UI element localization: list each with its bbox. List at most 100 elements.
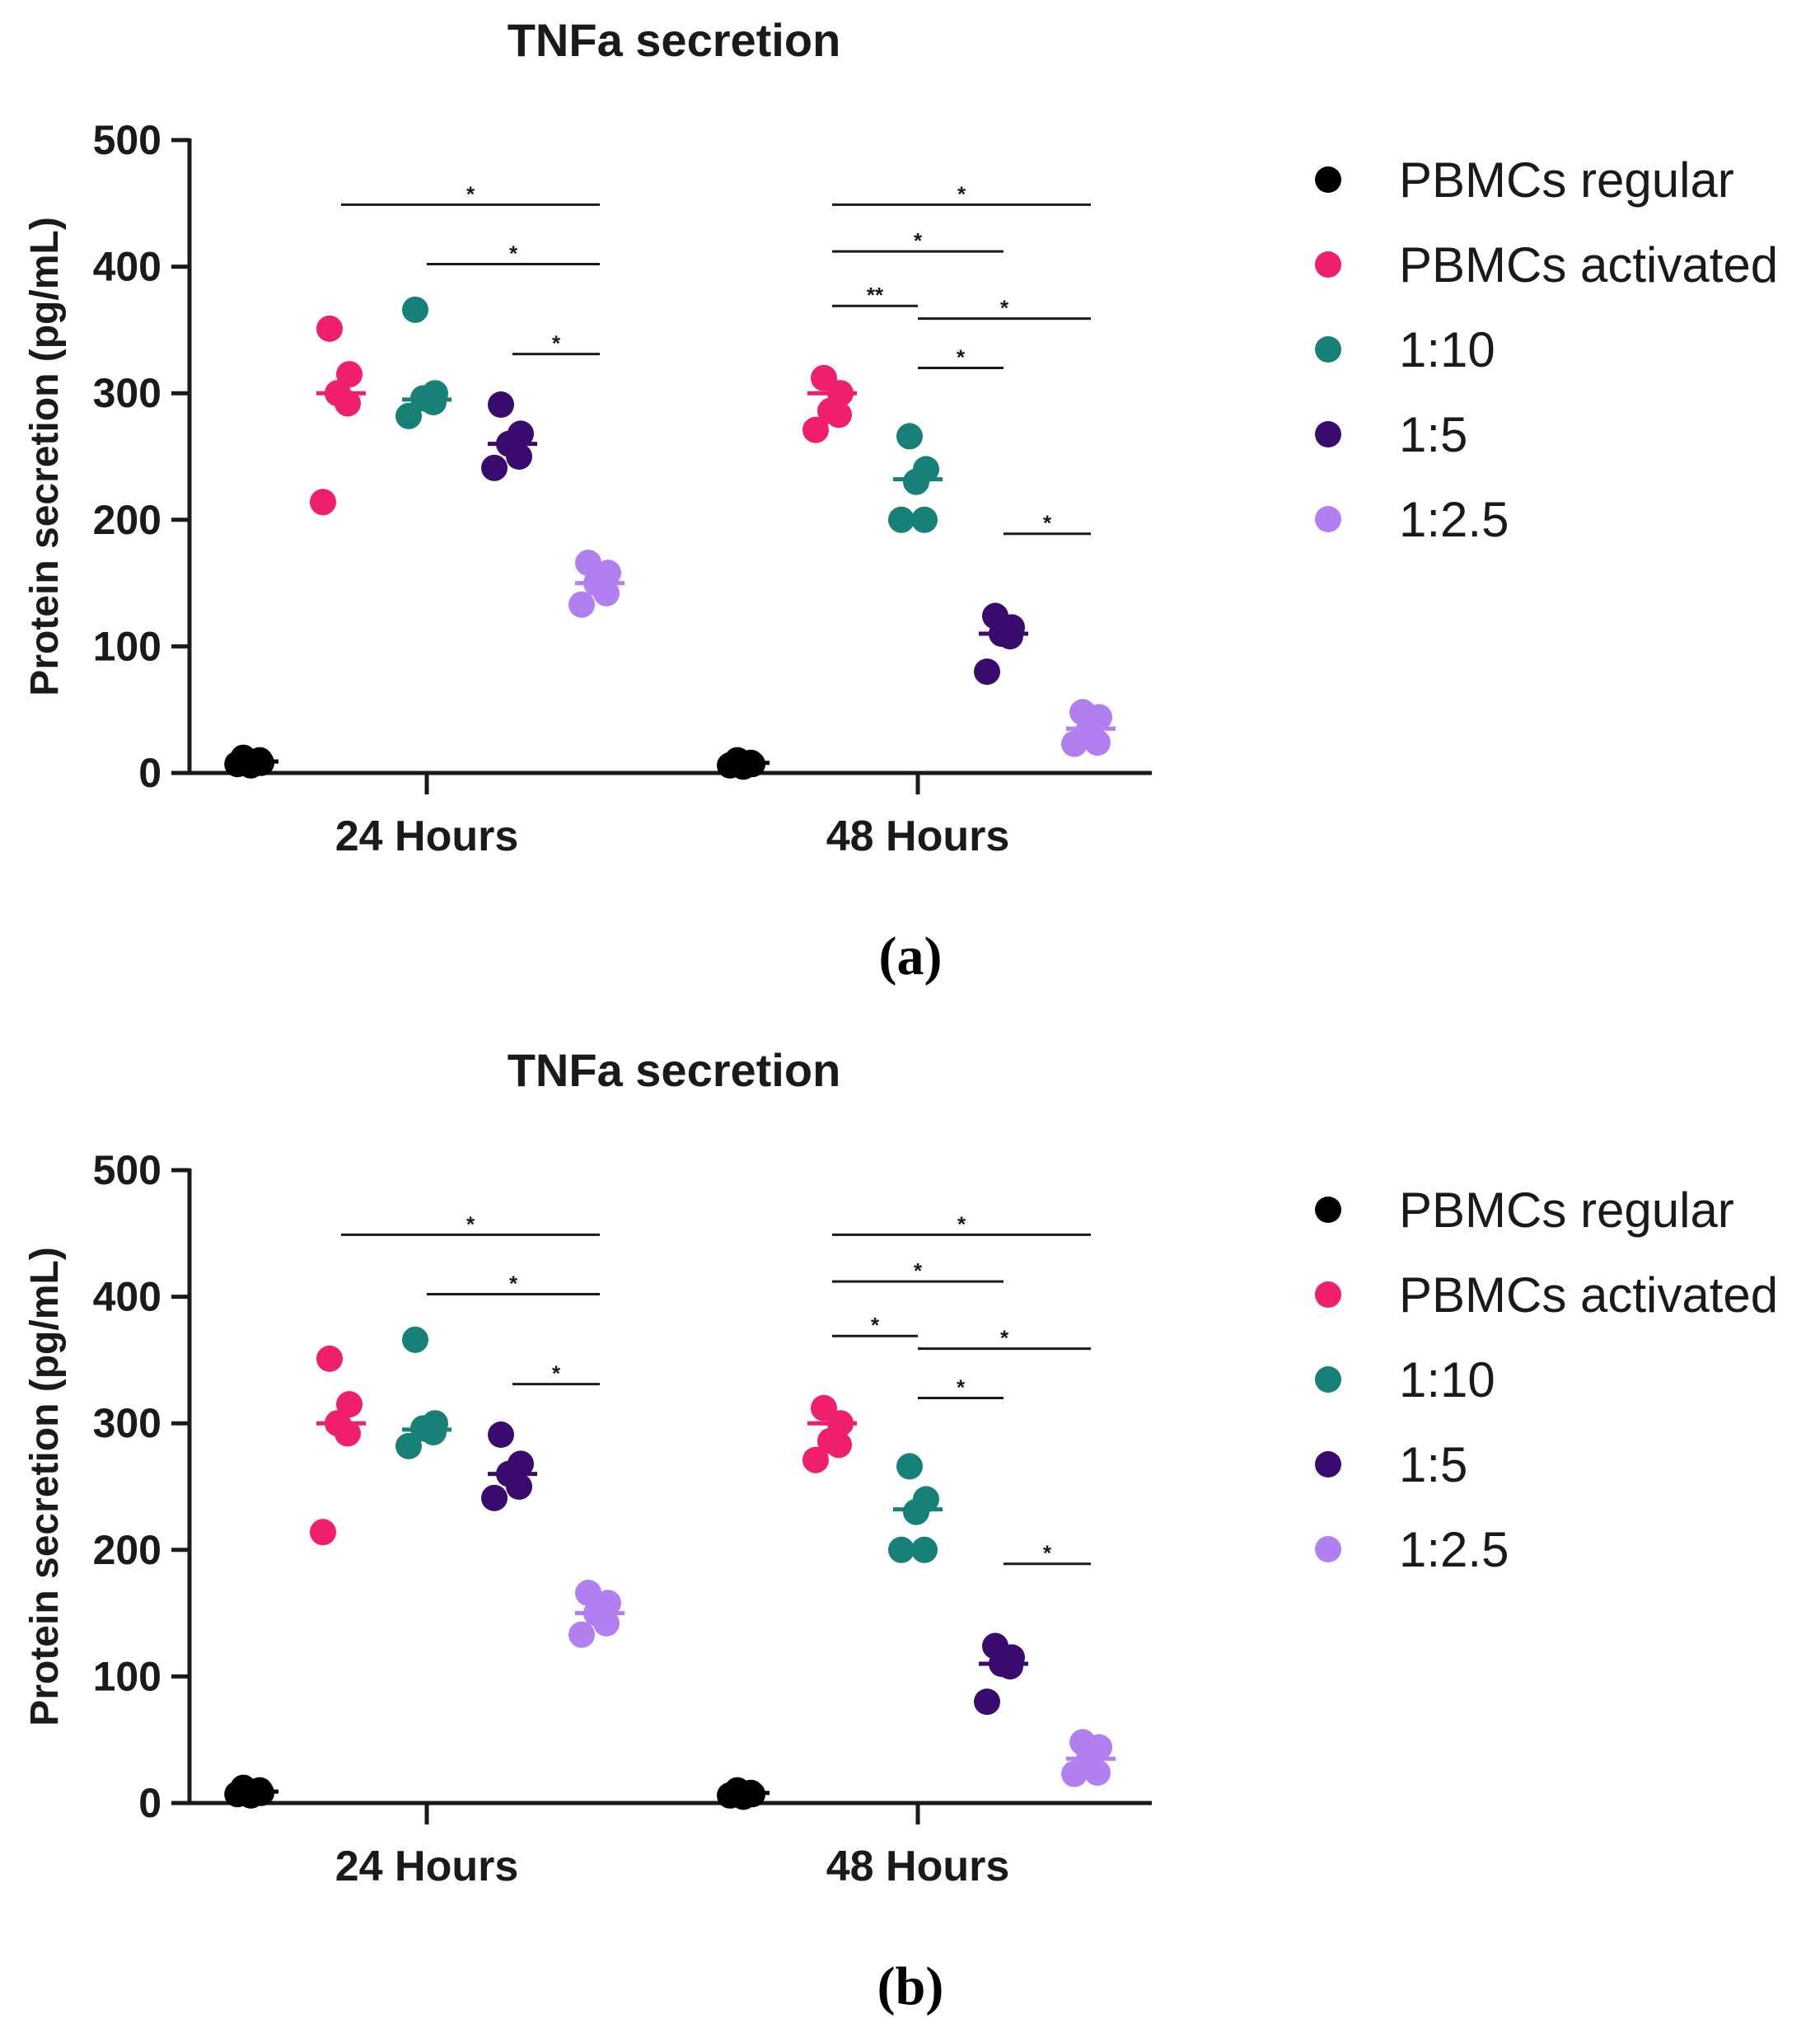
data-point-1-2-5 xyxy=(568,591,595,618)
data-point-pbmcs-activated xyxy=(310,489,336,516)
legend-marker-1-5 xyxy=(1315,1451,1341,1478)
data-point-pbmcs-activated xyxy=(802,1446,829,1473)
data-point-pbmcs-regular xyxy=(224,1781,251,1808)
significance-label: ** xyxy=(867,283,884,307)
legend-label-1-5: 1:5 xyxy=(1399,1437,1467,1492)
legend-label-1-2-5: 1:2.5 xyxy=(1399,492,1509,547)
data-point-pbmcs-activated xyxy=(310,1519,336,1546)
significance-label: * xyxy=(509,1272,518,1296)
data-point-1-2-5 xyxy=(1084,1759,1111,1787)
y-tick-label: 200 xyxy=(93,497,161,543)
legend-label-pbmcs-activated: PBMCs activated xyxy=(1399,1267,1778,1323)
significance-label: * xyxy=(1043,511,1052,536)
data-point-1-5 xyxy=(506,443,532,470)
data-point-pbmcs-regular xyxy=(717,752,743,779)
significance-label: * xyxy=(957,1211,966,1236)
chart-title: TNFa secretion xyxy=(508,14,841,66)
data-point-1-5 xyxy=(488,391,514,419)
x-tick-label: 48 Hours xyxy=(826,1843,1010,1890)
legend-label-pbmcs-regular: PBMCs regular xyxy=(1399,152,1734,208)
data-point-1-10 xyxy=(896,423,923,450)
data-point-1-5 xyxy=(488,1421,514,1449)
data-point-pbmcs-activated xyxy=(826,1431,852,1459)
data-point-1-10 xyxy=(402,1326,428,1353)
significance-label: * xyxy=(466,181,475,206)
y-axis-label: Protein secretion (pg/mL) xyxy=(23,1247,67,1726)
legend-label-pbmcs-activated: PBMCs activated xyxy=(1399,237,1778,293)
y-tick-label: 300 xyxy=(93,1400,161,1446)
x-tick-label: 24 Hours xyxy=(335,1843,519,1890)
significance-label: * xyxy=(871,1313,880,1337)
significance-label: * xyxy=(914,1258,923,1283)
significance-label: * xyxy=(1000,296,1009,321)
data-point-1-2-5 xyxy=(593,579,620,607)
y-tick-label: 500 xyxy=(93,117,161,163)
data-point-1-10 xyxy=(395,1432,422,1459)
data-point-1-2-5 xyxy=(1061,730,1088,757)
data-point-pbmcs-activated xyxy=(335,1420,361,1447)
data-point-1-2-5 xyxy=(575,1580,601,1607)
significance-label: * xyxy=(1000,1326,1009,1351)
legend-label-1-10: 1:10 xyxy=(1399,322,1495,377)
significance-label: * xyxy=(552,1361,561,1386)
data-point-1-10 xyxy=(402,296,428,323)
legend-marker-pbmcs-regular xyxy=(1315,1197,1341,1223)
x-tick-label: 48 Hours xyxy=(826,813,1010,860)
data-point-1-2-5 xyxy=(1061,1760,1088,1787)
significance-label: * xyxy=(914,228,923,253)
legend-marker-pbmcs-activated xyxy=(1315,1281,1341,1308)
data-point-pbmcs-regular xyxy=(717,1782,743,1809)
y-tick-label: 400 xyxy=(93,244,161,290)
data-point-1-5 xyxy=(481,454,508,481)
legend-label-pbmcs-regular: PBMCs regular xyxy=(1399,1183,1734,1238)
data-point-pbmcs-activated xyxy=(826,401,852,429)
data-point-pbmcs-activated xyxy=(335,390,361,417)
significance-label: * xyxy=(957,344,966,369)
panel-a: TNFa secretion Protein secretion (pg/mL) 0… xyxy=(23,14,1778,986)
legend-marker-1-10 xyxy=(1315,1366,1341,1393)
y-axis-label: Protein secretion (pg/mL) xyxy=(23,217,67,695)
data-point-1-10 xyxy=(420,1418,447,1445)
data-point-1-10 xyxy=(888,1536,915,1563)
legend-label-1-5: 1:5 xyxy=(1399,407,1467,462)
legend-marker-1-2-5 xyxy=(1315,1536,1341,1562)
significance-label: * xyxy=(957,181,966,206)
legend-label-1-2-5: 1:2.5 xyxy=(1399,1522,1509,1577)
y-tick-label: 0 xyxy=(138,1780,161,1826)
data-point-1-5 xyxy=(997,1653,1023,1680)
data-point-1-10 xyxy=(896,1453,923,1480)
significance-label: * xyxy=(466,1211,475,1236)
data-point-1-5 xyxy=(997,623,1023,650)
data-point-1-10 xyxy=(395,402,422,429)
data-point-1-2-5 xyxy=(593,1609,620,1637)
data-point-1-10 xyxy=(903,1498,929,1525)
panel-b: TNFa secretion Protein secretion (pg/mL) 0… xyxy=(23,1044,1778,2016)
y-tick-label: 500 xyxy=(93,1147,161,1193)
legend-marker-1-5 xyxy=(1315,421,1341,447)
data-point-1-5 xyxy=(481,1484,508,1511)
significance-label: * xyxy=(552,331,561,356)
chart-title: TNFa secretion xyxy=(508,1044,841,1096)
significance-label: * xyxy=(957,1375,966,1399)
data-point-pbmcs-activated xyxy=(802,416,829,443)
significance-label: * xyxy=(509,241,518,266)
data-point-1-10 xyxy=(420,388,447,415)
y-tick-label: 200 xyxy=(93,1527,161,1573)
y-tick-label: 0 xyxy=(138,750,161,796)
data-point-1-10 xyxy=(911,1536,938,1563)
y-tick-label: 100 xyxy=(93,1653,161,1699)
y-tick-label: 400 xyxy=(93,1274,161,1320)
panel-caption: (a) xyxy=(879,926,943,986)
data-point-pbmcs-activated xyxy=(336,1391,363,1418)
data-point-pbmcs-activated xyxy=(336,361,363,388)
data-point-pbmcs-regular xyxy=(224,751,251,778)
legend-marker-pbmcs-activated xyxy=(1315,251,1341,278)
panel-caption: (b) xyxy=(877,1956,944,2016)
x-tick-label: 24 Hours xyxy=(335,813,519,860)
data-point-1-2-5 xyxy=(575,550,601,577)
data-point-pbmcs-activated xyxy=(316,315,343,342)
data-point-1-10 xyxy=(888,506,915,533)
legend-marker-1-2-5 xyxy=(1315,506,1341,532)
data-point-1-5 xyxy=(506,1473,532,1500)
